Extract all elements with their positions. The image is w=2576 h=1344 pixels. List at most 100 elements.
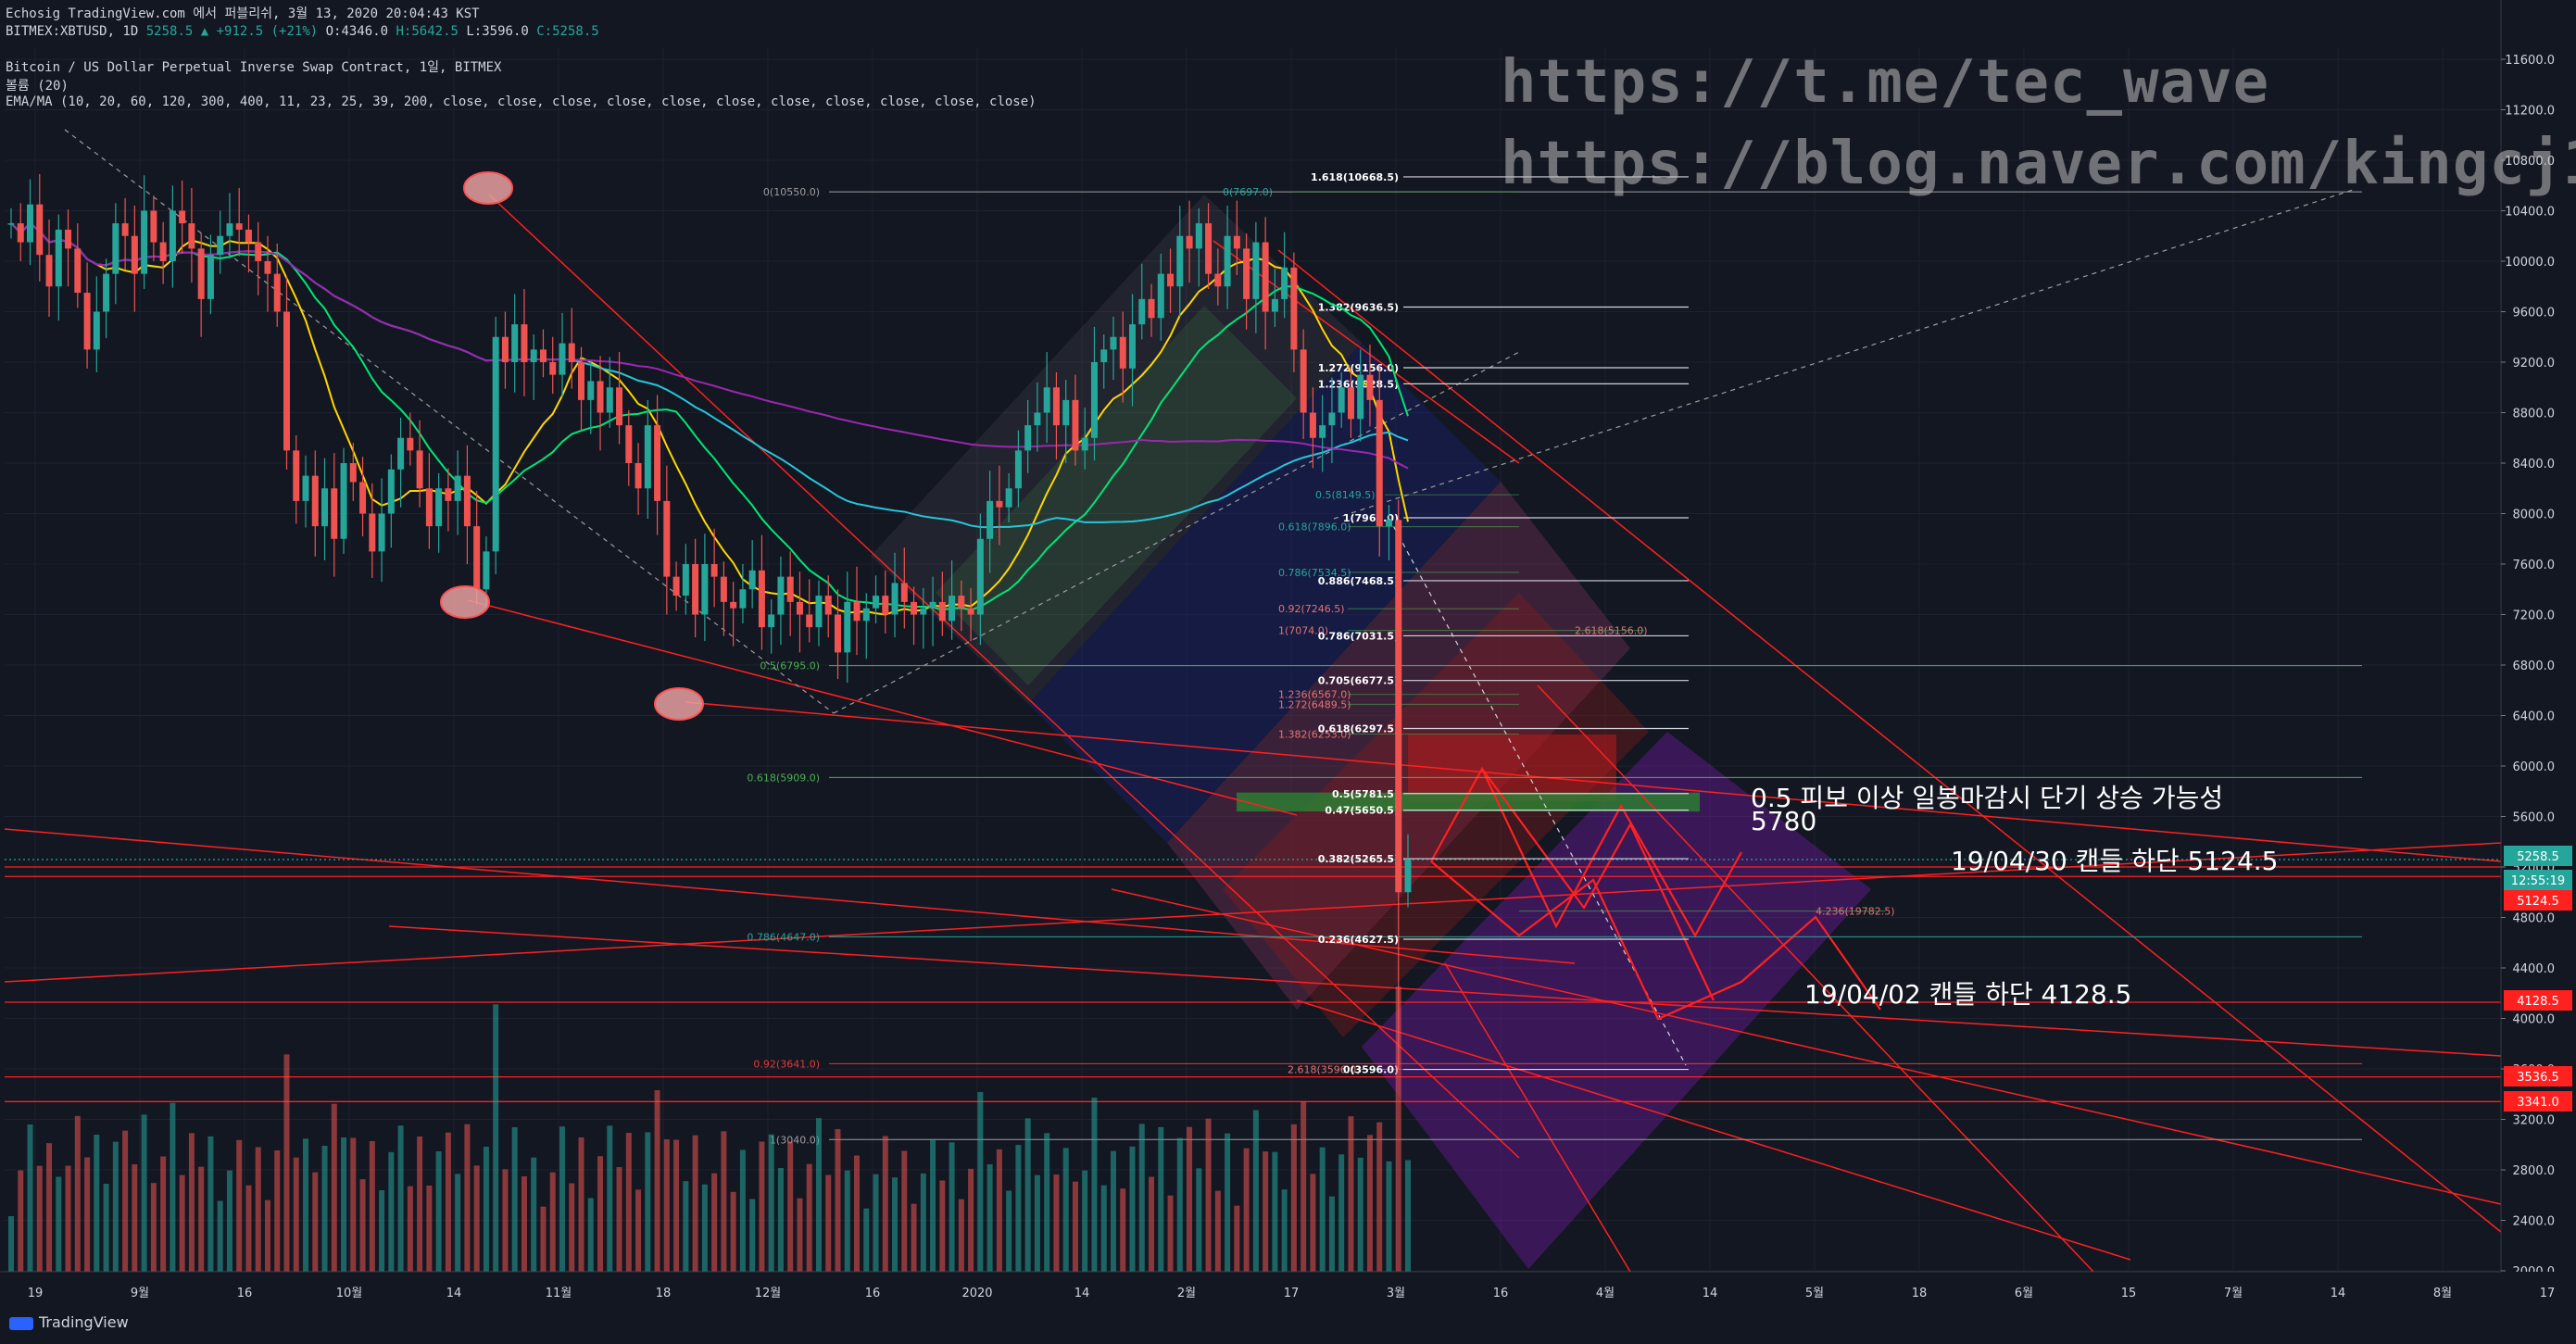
volume-bar — [141, 1114, 147, 1272]
price-tick-label: 8000.0 — [2513, 509, 2556, 522]
time-tick-label: 10월 — [336, 1287, 363, 1300]
time-tick-label: 19 — [28, 1287, 44, 1300]
price-tick-label: 10800.0 — [2505, 155, 2555, 169]
moving-average-line — [10, 221, 1409, 470]
fib-mid-label: 1.272(6489.5) — [1278, 698, 1351, 710]
time-tick-label: 14 — [1074, 1287, 1090, 1300]
fib-right-label: 0.47(5650.5) — [1325, 805, 1399, 817]
price-tick-label: 6800.0 — [2513, 659, 2556, 673]
candle-body — [179, 210, 186, 224]
candle-body — [1186, 235, 1193, 249]
candle-body — [1052, 387, 1060, 426]
annotation-4128: 19/04/02 캔들 하단 4128.5 — [1804, 979, 2132, 1010]
ema-indicator-label[interactable]: EMA/MA (10, 20, 60, 120, 300, 400, 11, 2… — [6, 94, 1037, 109]
volume-bar — [815, 1118, 822, 1272]
candle-body — [74, 248, 82, 294]
symbol-name[interactable]: BITMEX:XBTUSD, 1D — [6, 24, 139, 39]
candle-body — [958, 596, 965, 609]
volume-bar — [825, 1174, 832, 1272]
fib-right-label: 0.382(5265.5) — [1318, 853, 1399, 865]
candle-body — [625, 425, 633, 463]
price-tick-label: 4000.0 — [2513, 1013, 2556, 1027]
candle-body — [131, 235, 138, 274]
fib-right-label: 1.618(10668.5) — [1311, 171, 1399, 183]
volume-bar — [8, 1216, 14, 1272]
candle-body — [349, 463, 357, 483]
last-price: 5258.5 — [145, 24, 194, 39]
candle-body — [492, 336, 499, 552]
fib-left-label: 0.5(6795.0) — [760, 660, 820, 672]
volume-bar — [426, 1186, 433, 1272]
volume-bar — [930, 1138, 936, 1272]
volume-bar — [578, 1137, 584, 1272]
volume-bar — [341, 1137, 347, 1272]
fib-mid-label: 0(7697.0) — [1223, 186, 1273, 198]
open-value: O:4346.0 — [325, 24, 389, 39]
channel-red — [1223, 593, 1649, 1037]
candle-body — [1110, 336, 1117, 350]
volume-bar — [1015, 1145, 1022, 1272]
volume-bar — [112, 1141, 119, 1272]
volume-bar — [654, 1090, 660, 1272]
volume-bar — [1100, 1185, 1107, 1272]
trend-line-10 — [1537, 685, 2094, 1273]
time-tick-label: 18 — [656, 1287, 672, 1300]
volume-bar — [1091, 1098, 1098, 1272]
candle-body — [407, 437, 414, 451]
volume-indicator-label[interactable]: 볼륨 (20) — [6, 79, 69, 94]
volume-bar — [303, 1138, 309, 1272]
chart-title[interactable]: Bitcoin / US Dollar Perpetual Inverse Sw… — [6, 60, 502, 75]
time-axis — [0, 1272, 2576, 1344]
candle-body — [293, 450, 300, 501]
candle-body — [862, 608, 870, 622]
projection-path-2 — [1430, 860, 1881, 1021]
high-value: H:5642.5 — [396, 24, 459, 39]
volume-bar — [435, 1151, 442, 1272]
candle-body — [949, 596, 956, 622]
candle-body — [302, 475, 309, 501]
price-badge — [2504, 1091, 2572, 1112]
candle-body — [65, 229, 72, 249]
volume-bar — [74, 1115, 81, 1272]
candle-body — [1214, 273, 1222, 287]
fib-mid-label: 0.786(7534.5) — [1278, 567, 1351, 579]
volume-bar — [1072, 1181, 1078, 1272]
candle-body — [1176, 235, 1184, 287]
time-tick-label: 15 — [2121, 1287, 2137, 1300]
candle-body — [369, 513, 376, 552]
tradingview-logo[interactable]: TradingView — [9, 1313, 129, 1331]
annotation-5780: 5780 — [1751, 806, 1817, 836]
volume-bar — [1062, 1148, 1069, 1272]
watermark-blog: https://blog.naver.com/kingcj112 — [1501, 130, 2576, 198]
candle-body — [1129, 324, 1137, 369]
volume-bar — [911, 1203, 917, 1272]
volume-bar — [1263, 1151, 1269, 1272]
fib-right-label: 0(3596.0) — [1343, 1064, 1399, 1076]
volume-bar — [1366, 1135, 1373, 1272]
fib-right-label: 0.618(6297.5) — [1318, 722, 1399, 735]
fib-mid-label: 1(7074.0) — [1278, 625, 1328, 637]
price-tick-label: 3200.0 — [2513, 1114, 2556, 1128]
volume-bar — [616, 1167, 622, 1272]
candle-body — [635, 463, 642, 489]
volume-bar — [844, 1170, 850, 1272]
price-badge — [2504, 870, 2572, 890]
candle-body — [1205, 223, 1213, 274]
volume-bar — [84, 1157, 91, 1272]
price-tick-label: 11600.0 — [2505, 54, 2555, 68]
candle-body — [1271, 298, 1278, 312]
candle-body — [217, 235, 224, 256]
trend-line-1 — [488, 194, 1520, 1159]
highlight-ellipse — [654, 687, 704, 721]
candle-body — [796, 601, 803, 615]
price-badge — [2504, 846, 2572, 866]
volume-bar — [749, 1199, 756, 1272]
price-tick-label: 7200.0 — [2513, 609, 2556, 623]
candle-body — [1252, 242, 1260, 299]
price-badge-label: 5124.5 — [2517, 895, 2559, 909]
trend-line-4 — [4, 828, 1576, 964]
candle-body — [321, 488, 329, 527]
volume-bar — [1376, 1122, 1383, 1272]
volume-bar — [312, 1172, 319, 1272]
